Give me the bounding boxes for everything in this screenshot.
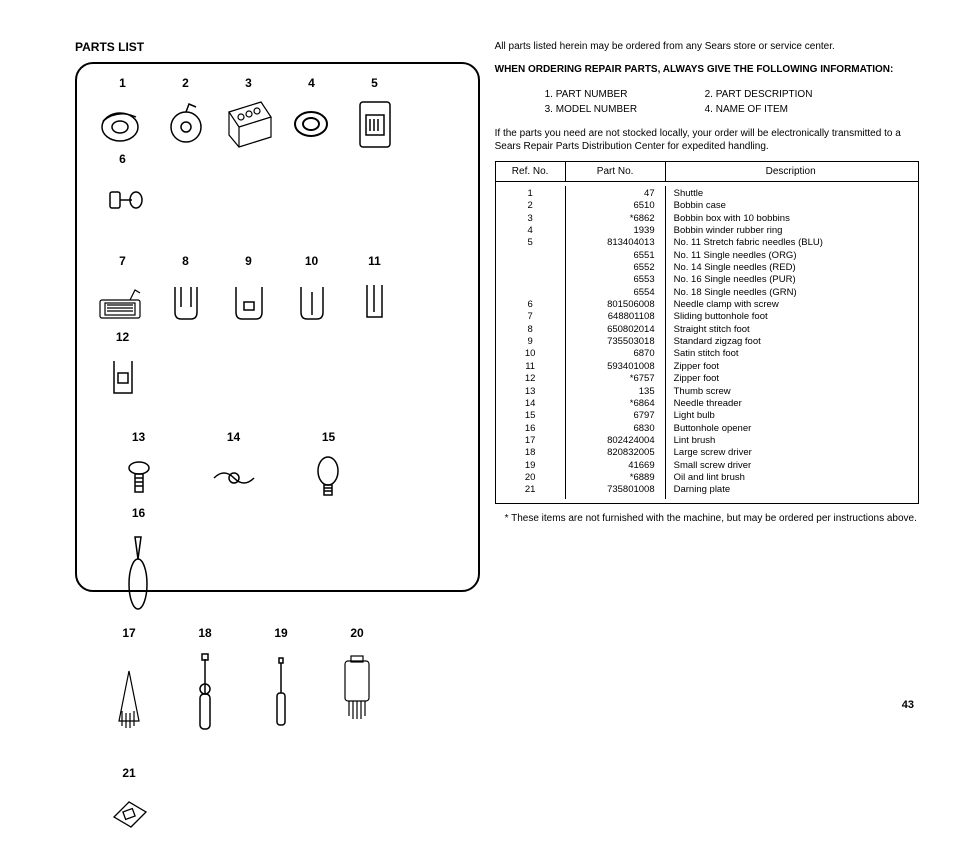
info-item-1: 1. PART NUMBER xyxy=(545,87,705,102)
part-10: 10 xyxy=(280,254,343,330)
info-list: 1. PART NUMBER 2. PART DESCRIPTION 3. MO… xyxy=(545,87,865,117)
part-3: 3 xyxy=(217,76,280,152)
zipper-foot2-icon xyxy=(95,350,151,406)
part-21: 21 xyxy=(91,766,167,842)
needles-pack-icon xyxy=(347,96,403,152)
needle-clamp-icon xyxy=(95,172,151,228)
part-7: 7 xyxy=(91,254,154,330)
part-17: 17 xyxy=(91,626,167,736)
parts-row-2: 7 8 9 xyxy=(91,254,464,406)
parts-grid: 1 2 3 xyxy=(91,76,464,842)
header-part: Part No. xyxy=(566,162,666,181)
part-16: 16 xyxy=(91,506,186,616)
info-item-4: 4. NAME OF ITEM xyxy=(705,102,865,117)
part-6: 6 xyxy=(91,152,154,228)
lint-brush-icon xyxy=(101,646,157,736)
darning-plate-icon xyxy=(101,786,157,842)
table-body: 12345 6789101112131415161718192021 47651… xyxy=(496,182,918,503)
col-part: 476510*686219398134040136551655265536554… xyxy=(566,186,666,499)
info-item-2: 2. PART DESCRIPTION xyxy=(705,87,865,102)
part-4: 4 xyxy=(280,76,343,152)
part-18: 18 xyxy=(167,626,243,736)
page-content: PARTS LIST 1 2 xyxy=(75,40,919,592)
col-ref: 12345 6789101112131415161718192021 xyxy=(496,186,566,499)
part-5: 5 xyxy=(343,76,406,152)
intro-text: All parts listed herein may be ordered f… xyxy=(495,40,919,53)
footnote: * These items are not furnished with the… xyxy=(495,512,919,525)
zipper-foot-icon xyxy=(347,274,403,330)
ordering-heading: WHEN ORDERING REPAIR PARTS, ALWAYS GIVE … xyxy=(495,63,919,77)
col-desc: ShuttleBobbin caseBobbin box with 10 bob… xyxy=(666,186,916,499)
part-19: 19 xyxy=(243,626,319,736)
part-14: 14 xyxy=(186,430,281,506)
right-column: All parts listed herein may be ordered f… xyxy=(495,40,919,592)
header-ref: Ref. No. xyxy=(496,162,566,181)
part-9: 9 xyxy=(217,254,280,330)
light-bulb-icon xyxy=(301,450,357,506)
needle-threader-icon xyxy=(206,450,262,506)
shuttle-icon xyxy=(95,96,151,152)
bobbin-case-icon xyxy=(158,96,214,152)
thumb-screw-icon xyxy=(111,450,167,506)
parts-list-title: PARTS LIST xyxy=(75,40,480,54)
part-15: 15 xyxy=(281,430,376,506)
page-number: 43 xyxy=(902,699,914,711)
straight-foot-icon xyxy=(158,274,214,330)
buttonhole-foot-icon xyxy=(95,274,151,330)
table-header: Ref. No. Part No. Description xyxy=(496,162,918,182)
part-11: 11 xyxy=(343,254,406,330)
part-8: 8 xyxy=(154,254,217,330)
part-12: 12 xyxy=(91,330,154,406)
rubber-ring-icon xyxy=(284,96,340,152)
part-13: 13 xyxy=(91,430,186,506)
parts-row-4: 17 18 19 xyxy=(91,626,464,842)
parts-row-1: 1 2 3 xyxy=(91,76,464,228)
bobbin-box-icon xyxy=(221,96,277,152)
part-1: 1 xyxy=(91,76,154,152)
small-screwdriver-icon xyxy=(253,646,309,736)
part-20: 20 xyxy=(319,626,395,736)
header-desc: Description xyxy=(666,162,916,181)
satin-foot-icon xyxy=(284,274,340,330)
info-item-3: 3. MODEL NUMBER xyxy=(545,102,705,117)
oil-brush-icon xyxy=(329,646,385,736)
parts-table: Ref. No. Part No. Description 12345 6789… xyxy=(495,161,919,504)
zigzag-foot-icon xyxy=(221,274,277,330)
parts-diagram-frame: 1 2 3 xyxy=(75,62,480,592)
parts-row-3: 13 14 15 xyxy=(91,430,464,616)
left-column: PARTS LIST 1 2 xyxy=(75,40,480,592)
large-screwdriver-icon xyxy=(177,646,233,736)
buttonhole-opener-icon xyxy=(111,526,167,616)
stock-note: If the parts you need are not stocked lo… xyxy=(495,127,919,153)
part-2: 2 xyxy=(154,76,217,152)
